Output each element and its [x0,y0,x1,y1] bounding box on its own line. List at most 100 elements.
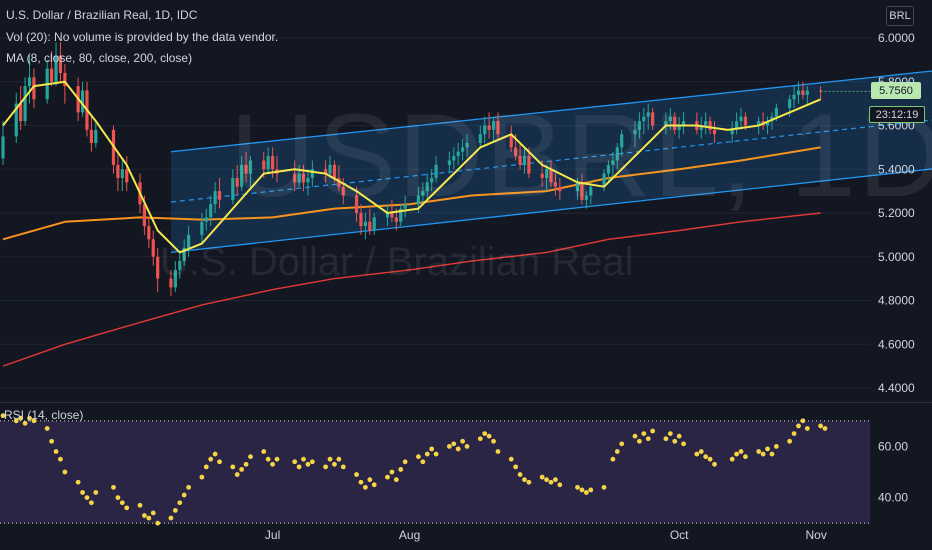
candle-body [651,112,655,126]
rsi-point [402,459,408,465]
currency-badge[interactable]: BRL [886,6,914,26]
rsi-point [712,461,717,467]
rsi-axis-label: 40.00 [878,491,908,505]
rsi-point [508,456,514,462]
rsi-point [614,449,620,454]
rsi-point [553,477,558,483]
candle-body [394,217,398,222]
candle-body [248,160,253,174]
rsi-point [62,469,68,475]
candle-body [646,112,650,117]
candle-body [712,129,717,135]
candle-body [14,103,18,137]
candle-body [522,156,527,165]
candle-body [452,156,456,161]
rsi-point [486,433,492,439]
candle-body [363,221,367,227]
candle-body [116,164,120,178]
rsi-point [495,449,501,454]
name-watermark: U.S. Dollar / Brazilian Real [160,240,634,284]
candle-body [385,213,390,218]
rsi-point [111,484,116,490]
candle-body [200,221,204,235]
candle-body [297,173,301,183]
candle-body [293,173,297,183]
rsi-point [557,482,563,488]
rsi-point [491,438,496,444]
candle-body [611,160,615,165]
rsi-point [681,441,686,447]
channel-lower-line [170,168,932,254]
candle-body [487,125,491,130]
time-axis-label: Nov [805,528,826,542]
rsi-point [239,467,245,472]
candle-body [668,116,672,122]
rsi-point [822,426,828,431]
rsi-point [548,479,554,485]
candle-body [681,121,686,126]
rsi-point [323,464,329,470]
rsi-point [579,487,585,493]
rsi-point [513,464,519,470]
rsi-point [243,461,249,467]
candle-body [240,164,244,187]
rsi-point [168,515,174,521]
chart-title: U.S. Dollar / Brazilian Real, 1D, IDC [6,8,198,22]
candle-body [456,151,460,157]
rsi-point [150,510,156,516]
candle-body [421,191,425,196]
candle-body [204,217,208,222]
candle-body [743,116,748,126]
price-chart[interactable]: 6.00005.80005.60005.40005.20005.00004.80… [0,0,932,402]
price-axis-label: 4.6000 [878,337,915,351]
candle-body [434,164,438,178]
candle-body [549,169,553,183]
rsi-point [177,500,183,506]
rsi-point [296,464,302,470]
candle-body [142,204,147,227]
candle-body [54,55,58,82]
rsi-legend: RSI (14, close) [4,408,84,422]
candle-body [390,213,394,218]
candle-body [553,182,558,187]
ma200-line [2,212,821,367]
rsi-point [274,456,280,462]
candle-body [620,134,624,148]
symbol-watermark: USDBRL, 1D [230,90,932,222]
candle-body [1,136,5,159]
rsi-point [800,418,806,424]
rsi-point [181,492,187,498]
candle-body [120,169,124,178]
candle-body [244,164,248,174]
rsi-point [27,415,32,421]
candle-body [633,129,637,135]
candle-body [372,217,376,231]
candle-body [301,173,306,183]
rsi-point [460,438,466,444]
candle-body [735,121,739,130]
candle-body [324,169,328,174]
candle-body [673,116,677,130]
rsi-point [619,441,625,447]
candle-body [266,156,270,170]
rsi-point [340,464,346,470]
candle-body [602,173,606,187]
rsi-point [385,474,390,480]
rsi-point [172,508,178,513]
rsi-point [645,436,651,442]
rsi-point [389,469,395,475]
candle-body [483,125,487,135]
candle-body [664,121,668,126]
candle-body [58,55,63,73]
price-axis-label: 5.4000 [878,162,915,176]
rsi-point [199,474,205,480]
rsi-point [787,438,793,444]
rsi-point [575,484,580,490]
candle-body [708,121,712,130]
rsi-point [31,418,37,424]
candle-body [509,134,513,148]
time-axis-label: Jul [265,528,280,542]
candle-body [430,178,434,183]
